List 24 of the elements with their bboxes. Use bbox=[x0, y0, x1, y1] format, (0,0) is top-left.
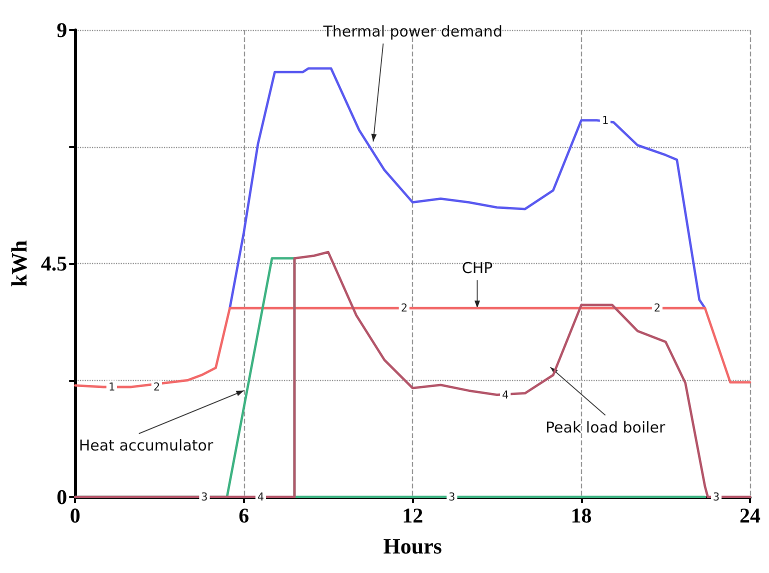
x-tick-label: 24 bbox=[740, 504, 761, 528]
annotation: 4 bbox=[502, 388, 510, 402]
y-tick-label: 9 bbox=[56, 18, 68, 42]
y-tick-label: 4.5 bbox=[40, 252, 68, 276]
annotation: 3 bbox=[712, 490, 720, 504]
y-tick-label: 0 bbox=[56, 485, 68, 509]
annotation: 2 bbox=[654, 302, 661, 315]
annotation: 2 bbox=[153, 380, 160, 394]
x-tick-label: 6 bbox=[238, 504, 250, 528]
x-tick-label: 18 bbox=[570, 504, 592, 528]
annotation: 1 bbox=[602, 114, 608, 127]
annotation: 4 bbox=[257, 490, 264, 504]
x-tick-label: 12 bbox=[402, 504, 424, 528]
y-axis-title: kWh bbox=[6, 240, 32, 287]
annotation: 3 bbox=[448, 490, 456, 504]
annotation: Peak load boiler bbox=[546, 418, 666, 436]
line-series bbox=[228, 67, 706, 310]
annotation: Heat accumulator bbox=[78, 436, 214, 455]
annotation: CHP bbox=[462, 259, 493, 278]
x-axis-title: Hours bbox=[383, 534, 442, 558]
annotation: 1 bbox=[108, 380, 116, 394]
annotation: 2 bbox=[400, 302, 408, 315]
annotation: Thermal power demand bbox=[322, 22, 502, 41]
annotation: 3 bbox=[201, 490, 208, 504]
